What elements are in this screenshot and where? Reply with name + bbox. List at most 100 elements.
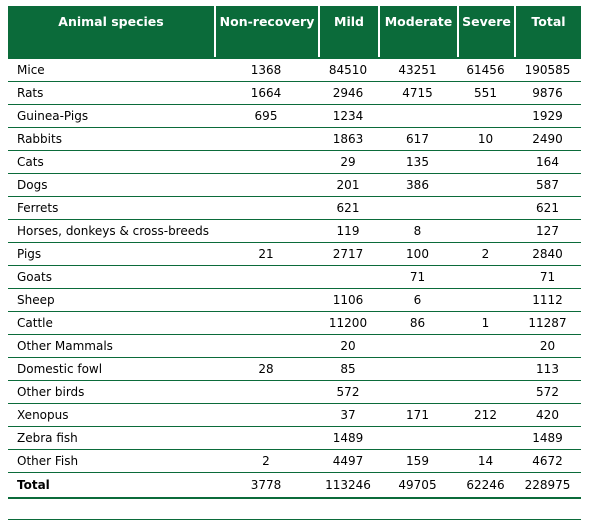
- cell-mild: [318, 266, 378, 289]
- cell-mild: 1234: [318, 105, 378, 128]
- cell-mild: 2946: [318, 82, 378, 105]
- table-row: Cattle 11200 86 1 11287: [8, 312, 581, 335]
- cell-non-recovery: [214, 312, 318, 335]
- cell-non-recovery: 28: [214, 358, 318, 381]
- cell-mild: 201: [318, 174, 378, 197]
- cell-species: Other Fish: [8, 450, 214, 473]
- cell-total: 11287: [514, 312, 581, 335]
- cell-moderate: 71: [378, 266, 457, 289]
- cell-severe: [457, 335, 514, 358]
- cell-species: Other Mammals: [8, 335, 214, 358]
- table-row: Guinea-Pigs 695 1234 1929: [8, 105, 581, 128]
- total-cell-non-recovery: 3778: [214, 473, 318, 499]
- cell-severe: 2: [457, 243, 514, 266]
- cell-severe: [457, 427, 514, 450]
- cell-moderate: 135: [378, 151, 457, 174]
- table-row: Horses, donkeys & cross-breeds 119 8 127: [8, 220, 581, 243]
- cell-total: 71: [514, 266, 581, 289]
- cell-total: 20: [514, 335, 581, 358]
- cell-non-recovery: 2: [214, 450, 318, 473]
- cell-species: Dogs: [8, 174, 214, 197]
- cell-total: 587: [514, 174, 581, 197]
- cell-moderate: [378, 105, 457, 128]
- cell-mild: 572: [318, 381, 378, 404]
- table-row: Ferrets 621 621: [8, 197, 581, 220]
- cell-non-recovery: [214, 335, 318, 358]
- cell-non-recovery: [214, 427, 318, 450]
- table-row: Other Mammals 20 20: [8, 335, 581, 358]
- cell-moderate: [378, 197, 457, 220]
- cell-mild: 85: [318, 358, 378, 381]
- cell-moderate: 159: [378, 450, 457, 473]
- cell-mild: 1106: [318, 289, 378, 312]
- animal-severity-table: Animal species Non-recovery Mild Moderat…: [8, 6, 581, 499]
- cell-mild: 20: [318, 335, 378, 358]
- cell-mild: 84510: [318, 57, 378, 82]
- cell-species: Xenopus: [8, 404, 214, 427]
- cell-species: Zebra fish: [8, 427, 214, 450]
- cell-severe: [457, 105, 514, 128]
- cell-non-recovery: [214, 266, 318, 289]
- cell-species: Horses, donkeys & cross-breeds: [8, 220, 214, 243]
- cell-severe: 1: [457, 312, 514, 335]
- cell-moderate: 100: [378, 243, 457, 266]
- cell-mild: 11200: [318, 312, 378, 335]
- table-body: Mice 1368 84510 43251 61456 190585 Rats 1664 294…: [8, 57, 581, 499]
- cell-severe: 14: [457, 450, 514, 473]
- cell-species: Goats: [8, 266, 214, 289]
- cell-total: 190585: [514, 57, 581, 82]
- header-mild: Mild: [318, 6, 378, 57]
- cell-severe: 10: [457, 128, 514, 151]
- table-row: Other birds 572 572: [8, 381, 581, 404]
- cell-non-recovery: [214, 128, 318, 151]
- cell-severe: [457, 174, 514, 197]
- cell-non-recovery: [214, 151, 318, 174]
- cell-mild: 29: [318, 151, 378, 174]
- cell-non-recovery: [214, 289, 318, 312]
- table-row: Cats 29 135 164: [8, 151, 581, 174]
- cell-severe: 212: [457, 404, 514, 427]
- cell-non-recovery: [214, 220, 318, 243]
- cell-total: 4672: [514, 450, 581, 473]
- table-header: Animal species Non-recovery Mild Moderat…: [8, 6, 581, 57]
- cell-moderate: [378, 381, 457, 404]
- animal-severity-table-container: Animal species Non-recovery Mild Moderat…: [8, 6, 581, 520]
- cell-mild: 119: [318, 220, 378, 243]
- table-row: Mice 1368 84510 43251 61456 190585: [8, 57, 581, 82]
- total-cell-moderate: 49705: [378, 473, 457, 499]
- total-cell-mild: 113246: [318, 473, 378, 499]
- table-row: Other Fish 2 4497 159 14 4672: [8, 450, 581, 473]
- cell-total: 2840: [514, 243, 581, 266]
- cell-non-recovery: [214, 381, 318, 404]
- cell-non-recovery: 21: [214, 243, 318, 266]
- cell-moderate: [378, 358, 457, 381]
- cell-severe: [457, 289, 514, 312]
- header-non-recovery: Non-recovery: [214, 6, 318, 57]
- cell-severe: 61456: [457, 57, 514, 82]
- cell-severe: [457, 197, 514, 220]
- table-row: Goats 71 71: [8, 266, 581, 289]
- cell-moderate: [378, 427, 457, 450]
- cell-total: 9876: [514, 82, 581, 105]
- cell-severe: [457, 358, 514, 381]
- cell-mild: 1863: [318, 128, 378, 151]
- cell-non-recovery: 1664: [214, 82, 318, 105]
- cell-moderate: 4715: [378, 82, 457, 105]
- cell-mild: 621: [318, 197, 378, 220]
- cell-species: Guinea-Pigs: [8, 105, 214, 128]
- table-row: Rabbits 1863 617 10 2490: [8, 128, 581, 151]
- header-row: Animal species Non-recovery Mild Moderat…: [8, 6, 581, 57]
- cell-mild: 1489: [318, 427, 378, 450]
- total-cell-species: Total: [8, 473, 214, 499]
- cell-mild: 2717: [318, 243, 378, 266]
- cell-total: 572: [514, 381, 581, 404]
- cell-species: Rats: [8, 82, 214, 105]
- cell-species: Rabbits: [8, 128, 214, 151]
- cell-total: 1929: [514, 105, 581, 128]
- cell-species: Mice: [8, 57, 214, 82]
- table-row: Pigs 21 2717 100 2 2840: [8, 243, 581, 266]
- cell-severe: [457, 151, 514, 174]
- table-row: Zebra fish 1489 1489: [8, 427, 581, 450]
- total-cell-total: 228975: [514, 473, 581, 499]
- cell-moderate: [378, 335, 457, 358]
